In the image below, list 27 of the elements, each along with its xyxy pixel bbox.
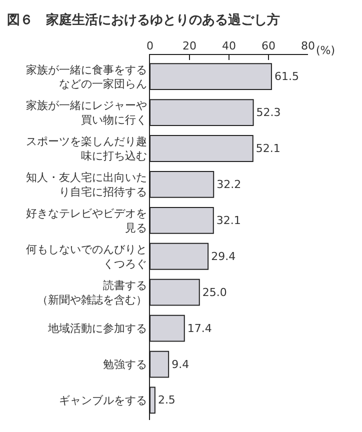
data-label: 52.3 (256, 106, 281, 120)
data-label: 2.5 (158, 394, 176, 407)
data-label: 52.1 (256, 142, 280, 155)
y-tick-label: 家族が一緒に食事をするなどの一家団らん (26, 63, 147, 91)
x-tick-label: 40 (222, 40, 236, 53)
x-axis-title: (%) (316, 44, 336, 57)
x-tick-label: 0 (146, 40, 154, 53)
y-tick-label: ギャンブルをする (58, 394, 147, 408)
y-tick-label: 何もしないでのんびりとくつろぐ (26, 243, 147, 270)
y-tick-label: 読書する（新聞や雑誌を含む） (36, 279, 147, 306)
data-label: 9.4 (172, 358, 190, 371)
data-label: 32.1 (216, 214, 241, 227)
x-tick-label: 80 (301, 40, 315, 53)
y-tick-label: 知人・友人宅に出向いたり自宅に招待する (26, 171, 147, 198)
y-tick-label: 家族が一緒にレジャーや買い物に行く (26, 99, 147, 127)
chart-title: 図６ 家庭生活におけるゆとりのある過ごし方 (7, 12, 280, 28)
data-label: 17.4 (187, 322, 212, 335)
data-label: 29.4 (211, 250, 236, 263)
data-label: 32.2 (216, 178, 242, 191)
y-tick-label: スポーツを楽しんだり趣味に打ち込む (26, 135, 147, 162)
x-tick-label: 60 (262, 40, 276, 53)
x-tick-label: 20 (182, 40, 196, 53)
y-tick-label: 勉強する (102, 358, 147, 372)
data-label: 61.5 (274, 70, 299, 84)
y-tick-label: 地域活動に参加する (46, 322, 147, 336)
y-tick-label: 好きなテレビやビデオを見る (26, 207, 147, 234)
data-label: 25.0 (202, 286, 227, 299)
